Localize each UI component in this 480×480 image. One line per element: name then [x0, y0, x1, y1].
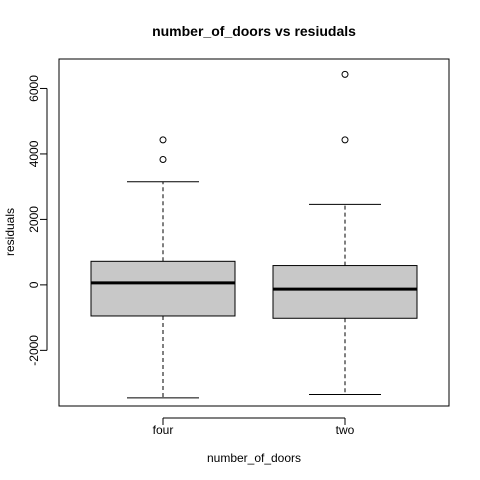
x-axis-label: number_of_doors	[207, 451, 301, 465]
outlier-point	[159, 136, 167, 144]
box-four	[90, 136, 236, 399]
y-tick-label: -2000	[27, 335, 41, 366]
x-tick-label: two	[336, 423, 355, 437]
y-axis-label: residuals	[3, 208, 17, 256]
y-tick-label: 2000	[27, 206, 41, 233]
box-two	[272, 70, 418, 396]
chart-marks: -2000 0 2000 4000 6000 four two	[27, 70, 418, 437]
box-iqr	[272, 265, 418, 319]
plot-frame	[58, 58, 450, 407]
chart-title: number_of_doors vs resiudals	[152, 23, 356, 39]
outlier-point	[341, 136, 349, 144]
y-tick-label: 0	[27, 281, 41, 288]
x-tick-label: four	[153, 423, 174, 437]
y-tick-label: 6000	[27, 75, 41, 102]
box-iqr	[90, 260, 236, 317]
y-tick-label: 4000	[27, 140, 41, 167]
outlier-point	[341, 70, 349, 78]
outlier-point	[159, 155, 167, 163]
